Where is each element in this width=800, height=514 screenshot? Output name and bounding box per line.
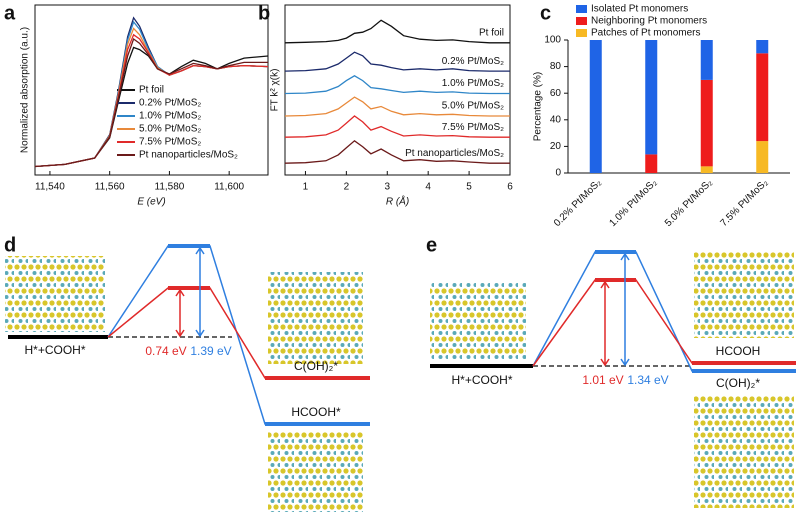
arrow [175,288,185,338]
series-line [284,75,510,95]
barrier-label: 1.34 eV [627,373,668,387]
bar-segment [756,141,769,173]
x-tick-label: 11,540 [35,182,65,193]
y-tick-label: 60 [550,88,562,99]
y-axis-title: Normalized absorption (a.u.) [20,27,31,153]
y-tick-label: 0 [555,168,561,179]
structure [430,282,526,360]
x-tick-label: 3 [384,182,390,193]
structure [694,396,794,508]
x-tick-label: 11,600 [214,182,244,193]
bar-segment [645,154,658,173]
x-tick-label: 1.0% Pt/MoS₂ [607,177,659,229]
panel-label: b [258,2,270,24]
series-line [284,115,510,138]
series-label: 1.0% Pt/MoS₂ [442,78,504,89]
series-label: Pt foil [479,27,504,38]
plot-frame [34,4,269,176]
x-tick-label: 1 [303,182,309,193]
bar-segment [645,40,658,155]
panel-label: c [540,2,551,24]
arrow [600,280,610,367]
legend-swatch [576,5,587,13]
barrier-label: 1.39 eV [190,344,231,358]
x-tick-label: 7.5% Pt/MoS₂ [718,177,770,229]
structure [5,256,105,332]
legend-label: 1.0% Pt/MoS₂ [139,111,201,122]
legend-swatch [576,29,587,37]
series-line [284,96,510,117]
legend-label: 5.0% Pt/MoS₂ [139,124,201,135]
panel-label: a [4,2,16,24]
bar-segment [700,166,713,173]
panel-label: e [426,234,437,256]
x-tick-label: 2 [344,182,350,193]
state-label: C(OH)₂* [294,359,338,373]
x-tick-label: 5.0% Pt/MoS₂ [663,177,715,229]
state-label: C(OH)₂* [716,376,760,390]
series-line [284,51,510,72]
y-tick-label: 100 [544,35,561,46]
series-label: 0.2% Pt/MoS₂ [442,56,504,67]
x-tick-label: 4 [425,182,431,193]
legend-label: Pt nanoparticles/MoS₂ [139,150,238,161]
state-label: HCOOH [716,344,761,358]
plot-frame [284,4,511,176]
legend-label: Pt foil [139,85,164,96]
legend-label: Neighboring Pt monomers [591,16,707,27]
x-axis-title: E (eV) [137,197,165,208]
state-label: HCOOH* [291,405,341,419]
x-axis-title: R (Å) [386,195,409,208]
series-label: 7.5% Pt/MoS₂ [442,122,504,133]
legend-label: Patches of Pt monomers [591,28,701,39]
y-axis-title: FT k² χ(k) [270,69,281,112]
bar-segment [756,53,769,142]
x-tick-label: 6 [507,182,513,193]
x-tick-label: 0.2% Pt/MoS₂ [552,177,604,229]
energy-diagram-d: H*+COOH* 0.74 eV 1.39 eV C(OH)₂* HCOOH* [5,244,370,512]
series-line [34,37,268,168]
series-label: Pt nanoparticles/MoS₂ [405,148,504,159]
state-label: H*+COOH* [451,373,512,387]
structure [268,272,363,364]
legend-label: 7.5% Pt/MoS₂ [139,137,201,148]
bar-segment [756,40,769,54]
bar-segment [589,40,602,173]
x-tick-label: 5 [466,182,472,193]
legend-label: 0.2% Pt/MoS₂ [139,98,201,109]
arrow [195,246,205,338]
y-tick-label: 80 [550,61,562,72]
y-tick-label: 20 [550,141,562,152]
legend-label: Isolated Pt monomers [591,4,688,15]
barrier-label: 1.01 eV [582,373,623,387]
barrier-label: 0.74 eV [145,344,186,358]
bar-segment [700,40,713,80]
x-tick-label: 11,580 [155,182,185,193]
panel-label: d [4,234,16,256]
state-label: H*+COOH* [24,343,85,357]
y-axis-title: Percentage (%) [533,72,544,141]
structure [694,252,794,338]
legend-swatch [576,17,587,25]
arrow [620,252,630,367]
bar-segment [700,79,713,167]
series-line [284,19,510,44]
structure [268,432,363,512]
series-line [284,139,510,164]
x-tick-label: 11,560 [95,182,125,193]
series-label: 5.0% Pt/MoS₂ [442,101,504,112]
y-tick-label: 40 [550,114,562,125]
energy-diagram-e: H*+COOH* 1.01 eV 1.34 eV HCOOH C(OH)₂* [430,250,796,508]
